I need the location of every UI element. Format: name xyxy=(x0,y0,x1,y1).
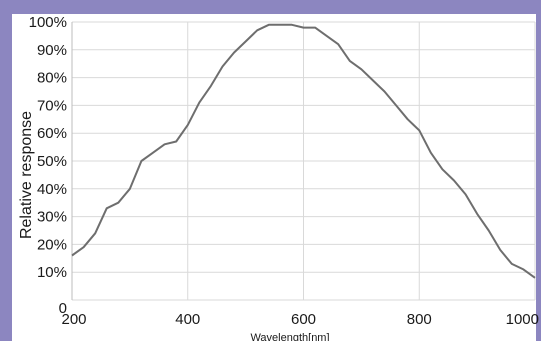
series-layer xyxy=(71,23,536,279)
x-axis: 200 400 600 800 1000 xyxy=(61,311,539,328)
x-tick-label: 1000 xyxy=(506,311,539,328)
y-tick-label: 10% xyxy=(37,264,67,281)
y-tick-label: 20% xyxy=(37,236,67,253)
y-tick-label: 80% xyxy=(37,70,67,87)
x-tick-label: 200 xyxy=(61,311,86,328)
x-tick-label: 800 xyxy=(407,311,432,328)
x-tick-label: 600 xyxy=(291,311,316,328)
y-tick-label: 100% xyxy=(29,14,67,31)
grid xyxy=(71,21,536,301)
y-tick-label: 30% xyxy=(37,209,67,226)
y-tick-label: 70% xyxy=(37,97,67,114)
y-tick-label: 90% xyxy=(37,42,67,59)
y-axis-title: Relative response xyxy=(18,111,35,239)
y-tick-label: 60% xyxy=(37,125,67,142)
x-tick-label: 400 xyxy=(175,311,200,328)
series-line-0 xyxy=(71,23,536,279)
y-tick-label: 40% xyxy=(37,181,67,198)
y-tick-label: 50% xyxy=(37,153,67,170)
x-axis-title: Wavelength[nm] xyxy=(250,332,329,341)
y-axis: 0 10% 20% 30% 40% 50% 60% 70% 80% 90% 100% xyxy=(29,14,67,317)
plot-area xyxy=(12,14,536,341)
y-tick-label: 0 xyxy=(59,300,67,317)
